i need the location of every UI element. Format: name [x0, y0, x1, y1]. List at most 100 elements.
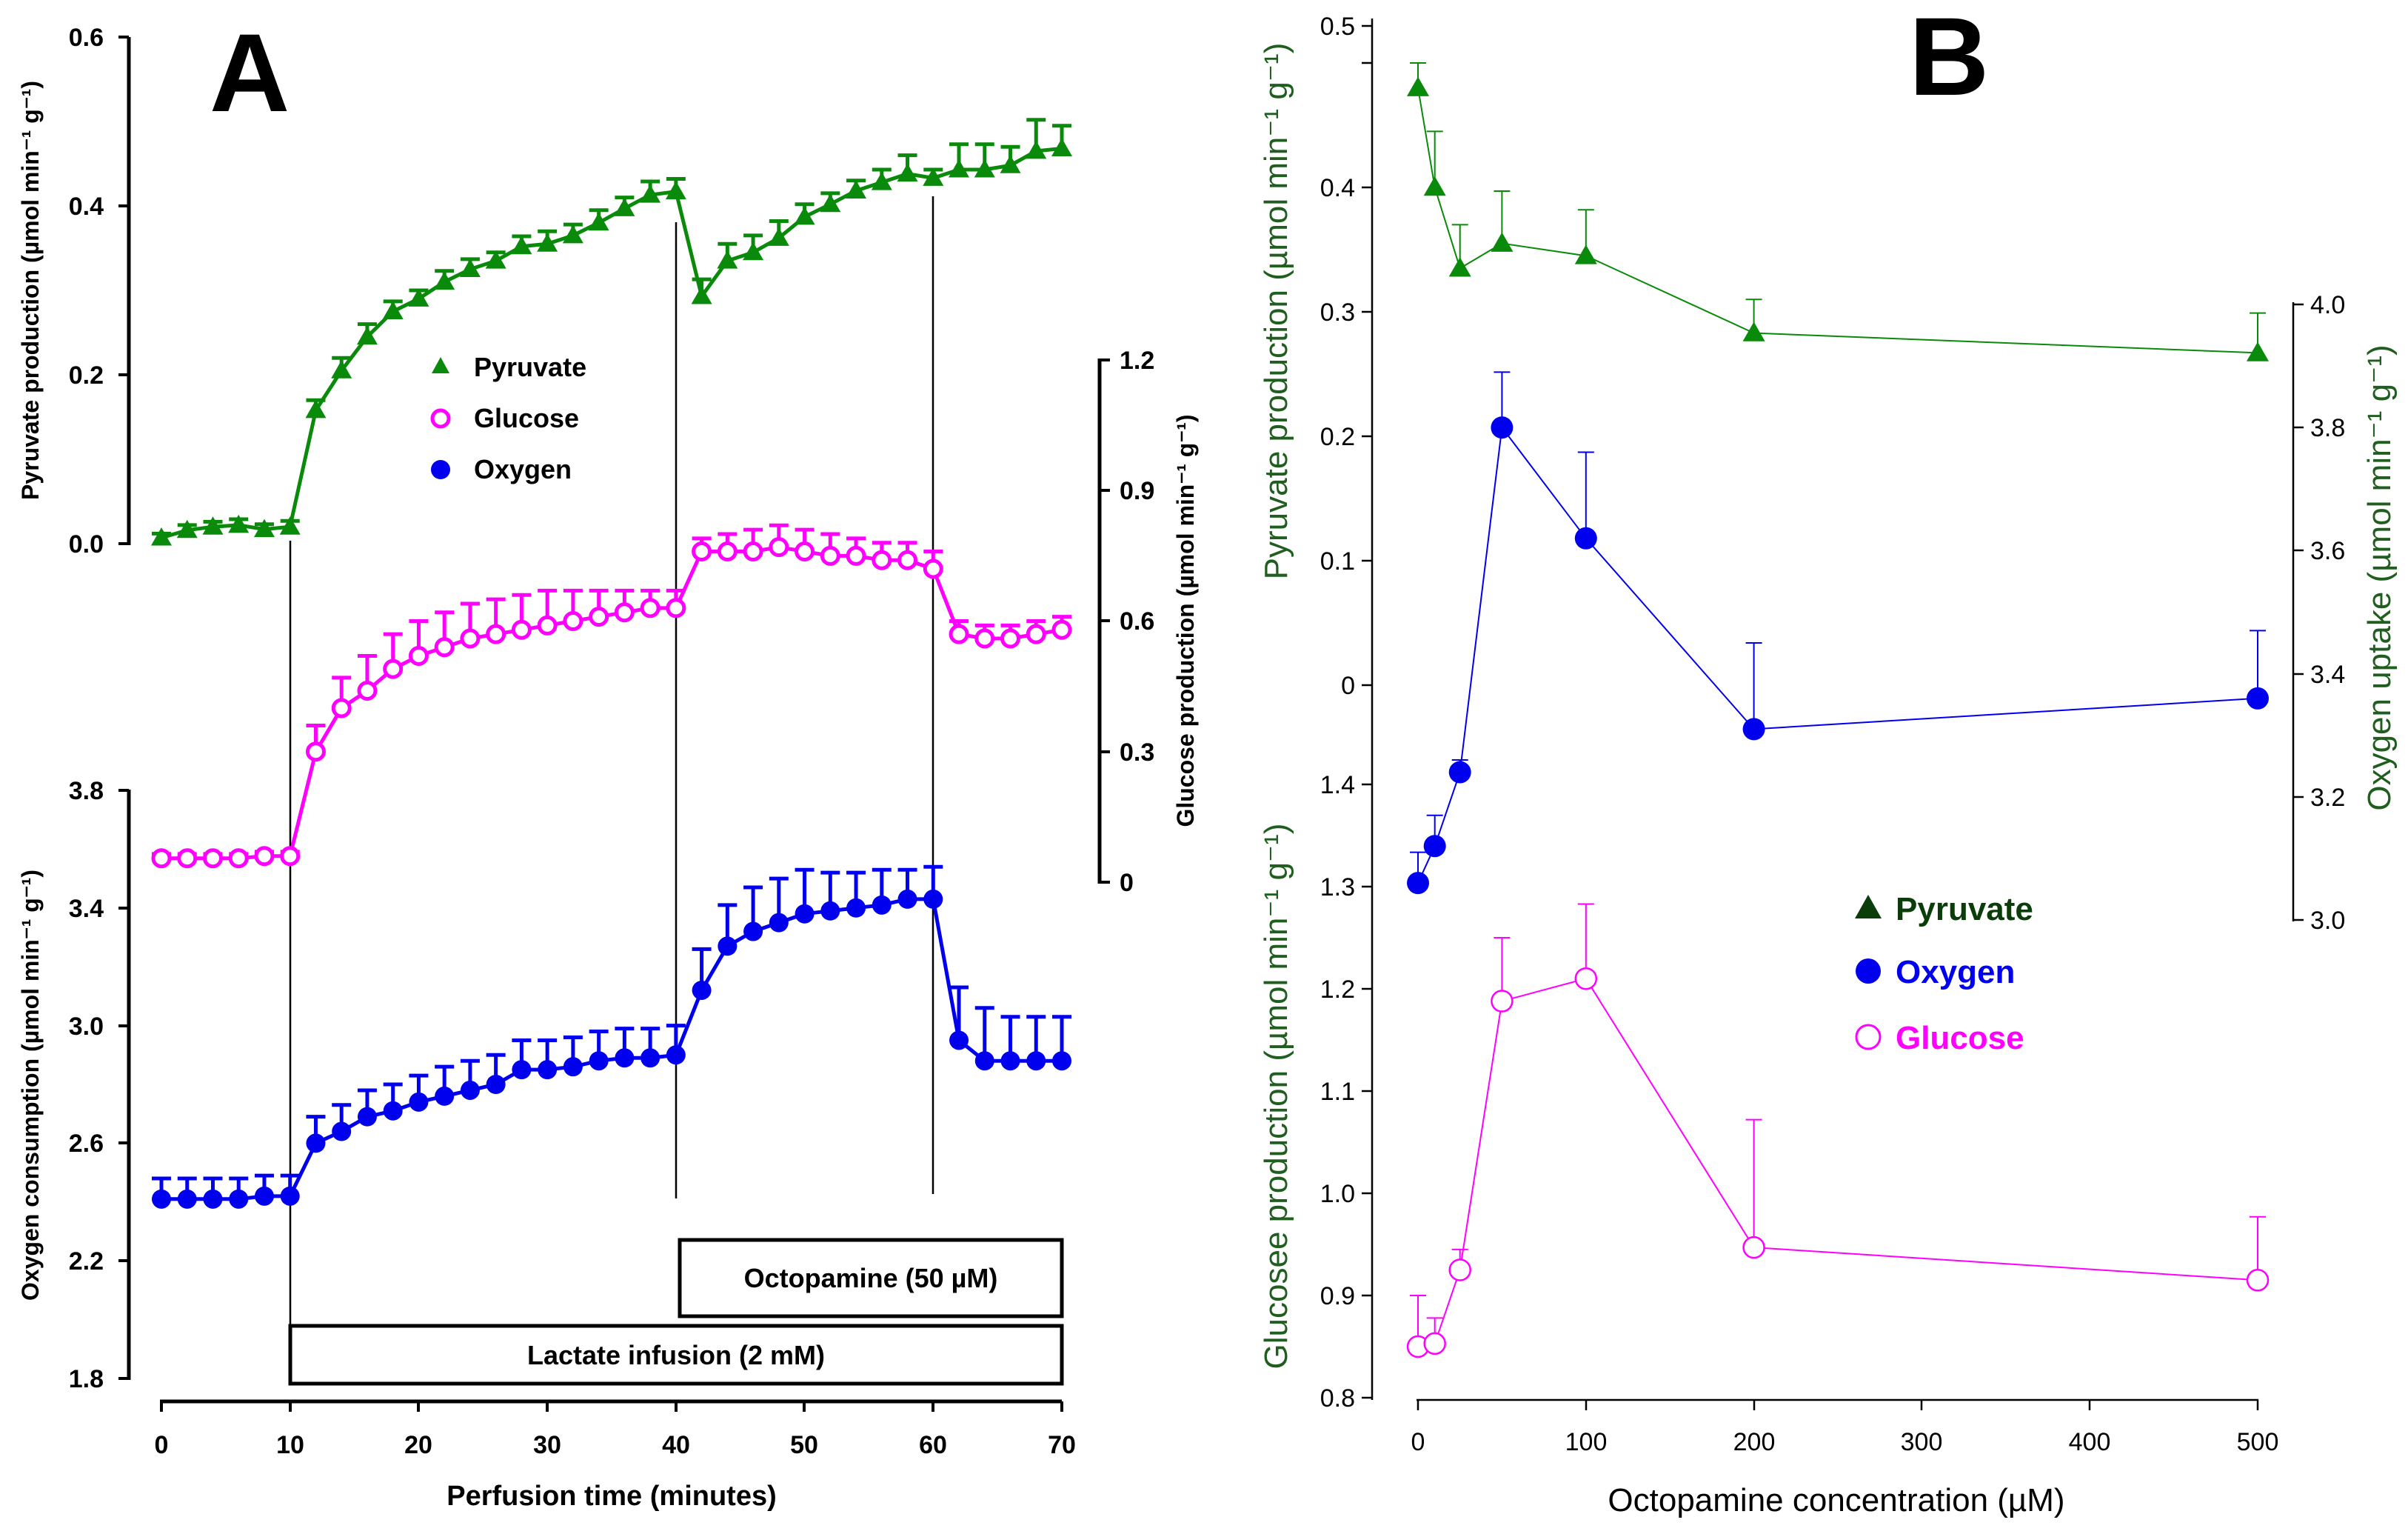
a-glucose-point [666, 598, 686, 618]
b-oxygen-tick-label: 3.6 [2310, 537, 2345, 565]
a-x-tick-label: 60 [919, 1431, 947, 1459]
b-pyruvate-tick-label: 0 [1341, 672, 1355, 700]
a-pyruvate-point [228, 514, 250, 533]
a-oxygen-tick-label: 3.0 [69, 1013, 104, 1041]
a-pyruvate-point [717, 250, 738, 269]
a-x-tick-label: 30 [533, 1431, 561, 1459]
a-pyruvate-point [434, 271, 455, 290]
a-oxygen-point [692, 980, 712, 1000]
a-pyruvate-tick-label: 0.0 [69, 530, 104, 558]
a-pyruvate-point [691, 285, 712, 304]
a-oxygen-point [1052, 1051, 1071, 1071]
b-oxygen-point [1407, 872, 1429, 895]
a-oxygen-point [435, 1086, 455, 1106]
a-pyruvate-tick-label: 0.2 [69, 361, 104, 390]
a-pyruvate-point [459, 259, 481, 277]
a-glucose-ylabel: Glucose production (µmol min⁻¹ g⁻¹) [1172, 414, 1199, 827]
lactate-box-label: Lactate infusion (2 mM) [527, 1340, 825, 1370]
a-oxygen-point [718, 936, 738, 956]
a-oxygen-point [846, 898, 866, 918]
b-x-tick-label: 500 [2237, 1428, 2279, 1456]
a-glucose-point [383, 658, 404, 679]
b-pyruvate-tick-label: 0.5 [1320, 13, 1355, 41]
a-glucose-tick-label: 0.9 [1120, 477, 1154, 505]
b-glucose-tick-label: 1.0 [1320, 1180, 1355, 1208]
b-oxygen-ylabel: Oxygen uptake (µmol min⁻¹ g⁻¹) [2361, 344, 2398, 810]
legend-glucose-label: Glucose [474, 403, 579, 433]
a-oxygen-point [949, 1030, 969, 1050]
a-oxygen-point [666, 1045, 686, 1065]
b-glucose-point [1742, 1235, 1765, 1259]
b-oxygen-line [1417, 425, 2258, 884]
b-oxygen-tick-label: 3.4 [2310, 661, 2345, 689]
b-pyruvate-tick-label: 0.4 [1320, 174, 1355, 202]
b-glucose-tick-label: 1.3 [1320, 873, 1355, 901]
a-oxygen-point [460, 1080, 480, 1100]
legend-b-glucose-label: Glucose [1896, 1020, 2024, 1056]
b-glucose-tick-label: 0.8 [1320, 1384, 1355, 1413]
a-oxygen-point [254, 1186, 274, 1206]
a-oxygen-point [332, 1121, 352, 1141]
a-oxygen-point [177, 1189, 197, 1209]
b-pyruvate-tick-label: 0.2 [1320, 423, 1355, 451]
a-pyruvate-point [176, 519, 198, 538]
a-pyruvate-point [794, 206, 815, 225]
a-glucose-point [949, 624, 969, 644]
b-oxygen-point [1423, 835, 1446, 858]
panel-a: A 0.0 0.2 0.4 0.6 Pyruvate production (µ… [17, 10, 1199, 1512]
a-glucose-point [974, 628, 995, 649]
a-oxygen-point [306, 1133, 326, 1153]
a-oxygen-line [161, 897, 1062, 1201]
a-glucose-tick-label: 0 [1120, 869, 1134, 897]
a-pyruvate-point [511, 236, 532, 255]
a-glucose-point [280, 846, 301, 867]
b-x-ticks: 0 100 200 300 400 500 [1411, 1400, 2279, 1456]
a-glucose-point [769, 537, 789, 558]
b-glucose-point [1491, 990, 1514, 1013]
b-oxygen-point [1574, 527, 1597, 550]
a-pyruvate-point [846, 180, 867, 199]
a-pyruvate-point [279, 516, 301, 535]
b-plot-area [1406, 62, 2270, 1358]
legend-oxygen-label: Oxygen [474, 454, 572, 484]
a-oxygen-point [563, 1057, 583, 1077]
a-pyruvate-line [161, 147, 1063, 540]
a-pyruvate-point [356, 326, 378, 345]
b-glucose-line [1417, 978, 2258, 1347]
a-oxygen-tick-label: 3.8 [69, 777, 104, 805]
a-glucose-point [408, 646, 429, 666]
b-glucose-tick-label: 1.1 [1320, 1078, 1355, 1106]
a-pyruvate-point [949, 159, 970, 178]
a-oxygen-ylabel: Oxygen consumption (µmol min⁻¹ g⁻¹) [17, 870, 44, 1301]
a-pyruvate-point [743, 241, 764, 261]
legend-b-glucose-marker [1855, 1024, 1882, 1050]
b-series-glucose [1406, 903, 2270, 1358]
a-glucose-line [161, 545, 1063, 861]
octopamine-box [678, 1238, 1064, 1318]
b-oxygen-point [2247, 687, 2269, 710]
a-glucose-point [795, 541, 815, 561]
a-x-tick-label: 70 [1048, 1431, 1076, 1459]
a-x-tick-label: 40 [662, 1431, 690, 1459]
a-oxygen-point [486, 1075, 506, 1094]
b-x-tick-label: 100 [1565, 1428, 1608, 1456]
a-oxygen-point [152, 1189, 171, 1209]
a-oxygen-point [229, 1189, 249, 1209]
b-oxygen-tick-label: 3.8 [2310, 414, 2345, 442]
a-pyruvate-point [305, 399, 327, 418]
a-pyruvate-point [562, 224, 583, 244]
a-pyruvate-point [1000, 155, 1021, 173]
a-oxygen-point [872, 895, 892, 915]
a-glucose-point [846, 545, 866, 566]
a-oxygen-point [743, 921, 763, 941]
b-oxygen-tick-label: 4.0 [2310, 291, 2345, 319]
b-oxygen-point [1448, 761, 1471, 784]
a-glucose-point [563, 611, 583, 631]
legend-b-pyruvate-label: Pyruvate [1896, 891, 2033, 927]
a-pyruvate-point [1051, 138, 1072, 156]
b-pyruvate-point [1407, 76, 1429, 96]
b-series-oxygen [1407, 371, 2269, 895]
b-oxygen-point [1742, 718, 1765, 741]
a-glucose-tick-label: 1.2 [1120, 347, 1154, 375]
a-plot-area [151, 118, 1072, 1209]
